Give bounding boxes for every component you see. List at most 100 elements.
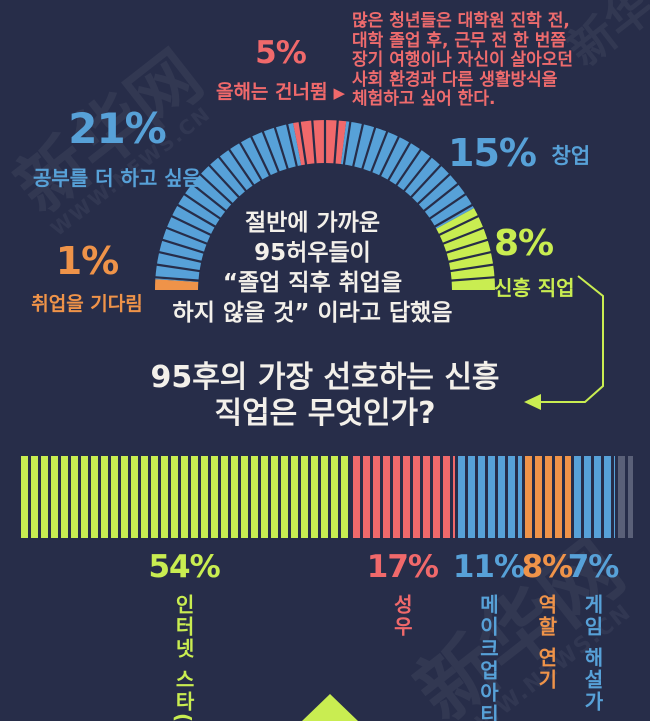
gauge-hatch-line — [207, 163, 241, 199]
statement-line: 95허우들이 — [254, 240, 371, 266]
gauge-hatch-line — [422, 182, 460, 213]
gauge-hatch-line — [409, 163, 443, 199]
gauge-hatch-line — [249, 135, 272, 177]
gauge-hatch-line — [227, 148, 255, 187]
bar-segment — [350, 456, 455, 538]
gauge-hatch-line — [158, 250, 203, 264]
bar-segment — [522, 456, 572, 538]
gauge-hatch-line — [198, 172, 234, 206]
segment-name-vertical: 역할 연기 — [530, 594, 563, 691]
gauge-hatch-line — [369, 130, 389, 174]
pct-value: 1% — [55, 239, 120, 283]
segment-name-vertical: 성우 — [386, 594, 419, 638]
gauge-hatch-line — [445, 238, 489, 254]
gauge-hatch-line — [450, 276, 496, 282]
gauge-hatch-line — [447, 250, 492, 264]
statement-line: 절반에 가까운 — [245, 210, 380, 236]
pct-value: 15% — [448, 131, 537, 175]
gauge-hatch-line — [165, 226, 209, 246]
segment-name: 올해는 건너뜀 ▶ — [215, 81, 346, 103]
pct-value: 8% — [521, 549, 574, 585]
gauge-hatch-line — [273, 126, 289, 170]
gauge-hatch-line — [190, 182, 228, 213]
gauge-label-wait-job: 1% 취업을 기다림 — [18, 242, 156, 316]
pct-value: 21% — [68, 104, 167, 153]
stacked-bar-chart — [18, 456, 633, 538]
gauge-center-statement: 절반에 가까운 95허우들이 “졸업 직후 취업을 하지 않을 것” 이라고 답… — [135, 208, 490, 328]
pct-value: 7% — [567, 549, 620, 585]
note-line: 체험하고 싶어 한다. — [352, 89, 496, 109]
gauge-label-skip-year: 5% 올해는 건너뜀 ▶ — [198, 38, 363, 104]
bar-label: 17% 성우 — [366, 549, 439, 639]
pct-value: 54% — [148, 549, 220, 585]
gauge-hatch-line — [387, 141, 412, 182]
note-line: 대학 졸업 후, 근무 전 한 번쯤 — [352, 30, 567, 51]
note-line: 사회 환경과 다른 생활방식을 — [352, 69, 558, 90]
bar-labels-row: 54% 인터넷 스타(방송인) 17% 성우 11% 메이크업아티스트 8% 역할 연기 7% 게… — [18, 549, 633, 721]
bar-segment — [571, 456, 615, 538]
label-column: 역할 연기 — [534, 594, 559, 691]
note-paragraph: 많은 청년들은 대학원 진학 전, 대학 졸업 후, 근무 전 한 번쯤 장기 … — [352, 11, 648, 110]
gauge-hatch-line — [285, 123, 299, 168]
bar-segment — [18, 456, 351, 538]
gauge-hatch-line — [155, 263, 201, 273]
pct-value: 5% — [255, 35, 307, 71]
label-column: 성우 — [389, 594, 414, 638]
gauge-hatch-line — [351, 123, 365, 168]
gauge-hatch-line — [361, 126, 377, 170]
gauge-segment — [154, 279, 199, 290]
section-heading: 95후의 가장 선호하는 신흥 직업은 무엇인가? — [0, 360, 650, 432]
segment-name: 창업 — [551, 144, 591, 168]
heading-line: 직업은 무엇인가? — [214, 396, 436, 431]
gauge-hatch-line — [378, 135, 401, 177]
segment-name-vertical: 게임 해설가 — [577, 594, 610, 713]
segment-name: 취업을 기다림 — [31, 293, 143, 315]
heading-line: 95후의 가장 선호하는 신흥 — [150, 360, 500, 395]
statement-line: “졸업 직후 취업을 — [222, 270, 403, 296]
label-column: 인터넷 스타 — [171, 594, 196, 713]
gauge-label-startup: 15% 창업 — [448, 134, 590, 172]
pct-value: 11% — [452, 549, 525, 585]
segment-name-vertical: 인터넷 스타(방송인) — [168, 594, 201, 721]
bar-segment — [614, 456, 633, 538]
gauge-hatch-line — [170, 214, 212, 237]
label-column: 게임 해설가 — [580, 594, 605, 713]
gauge-hatch-line — [238, 141, 263, 182]
note-line: 장기 여행이나 자신이 살아오던 — [352, 50, 574, 70]
bar-label: 11% 메이크업아티스트 — [452, 549, 525, 721]
bar-label: 8% 역할 연기 — [521, 549, 574, 691]
gauge-hatch-line — [342, 120, 352, 166]
gauge-label-new-jobs: 8% 신흥 직업 — [494, 226, 575, 301]
gauge-hatch-line — [438, 214, 480, 237]
segment-name: 신흥 직업 — [494, 276, 575, 300]
gauge-hatch-line — [449, 263, 495, 273]
pct-value: 17% — [366, 549, 439, 585]
gauge-hatch-line — [395, 148, 423, 187]
gauge-hatch-line — [217, 155, 248, 193]
gauge-segment — [293, 119, 347, 166]
gauge-hatch-line — [161, 238, 205, 254]
gauge-hatch-line — [333, 119, 339, 165]
gauge-hatch-line — [402, 155, 433, 193]
gauge-hatch-line — [183, 192, 222, 220]
connector-line — [538, 275, 604, 403]
label-column: (방송인) — [170, 713, 199, 721]
segment-name-vertical: 메이크업아티스트 — [472, 594, 505, 721]
arrow-left-icon — [524, 394, 541, 410]
gauge-hatch-line — [433, 203, 474, 228]
arrow-right-icon: ▶ — [333, 84, 346, 102]
note-line: 많은 청년들은 대학원 진학 전, — [352, 11, 570, 31]
bar-label: 7% 게임 해설가 — [567, 549, 620, 713]
arrow-up-triangle-icon — [302, 694, 358, 721]
bar-segment — [454, 456, 523, 538]
gauge-hatch-line — [416, 172, 452, 206]
gauge-hatch-line — [154, 276, 200, 282]
label-column: 메이크업 — [475, 594, 500, 682]
label-column: 아티스트 — [474, 682, 503, 721]
bar-label: 54% 인터넷 스타(방송인) — [148, 549, 220, 721]
statement-line: 하지 않을 것” 이라고 답했음 — [172, 300, 453, 326]
gauge-hatch-line — [298, 120, 308, 166]
pct-value: 8% — [494, 223, 554, 264]
gauge-hatch-line — [441, 226, 485, 246]
